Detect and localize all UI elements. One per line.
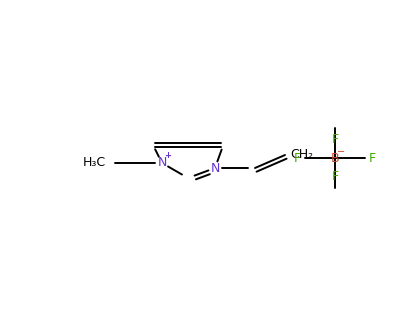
Text: CH₂: CH₂	[290, 148, 313, 162]
Text: N: N	[210, 162, 220, 175]
Text: F: F	[332, 170, 338, 183]
Text: −: −	[337, 147, 345, 157]
Text: N: N	[157, 157, 167, 170]
Text: F: F	[369, 152, 376, 165]
Text: +: +	[164, 152, 172, 161]
Text: F: F	[294, 152, 301, 165]
Text: B: B	[331, 152, 339, 165]
Text: F: F	[332, 133, 338, 146]
Text: H₃C: H₃C	[83, 157, 106, 170]
